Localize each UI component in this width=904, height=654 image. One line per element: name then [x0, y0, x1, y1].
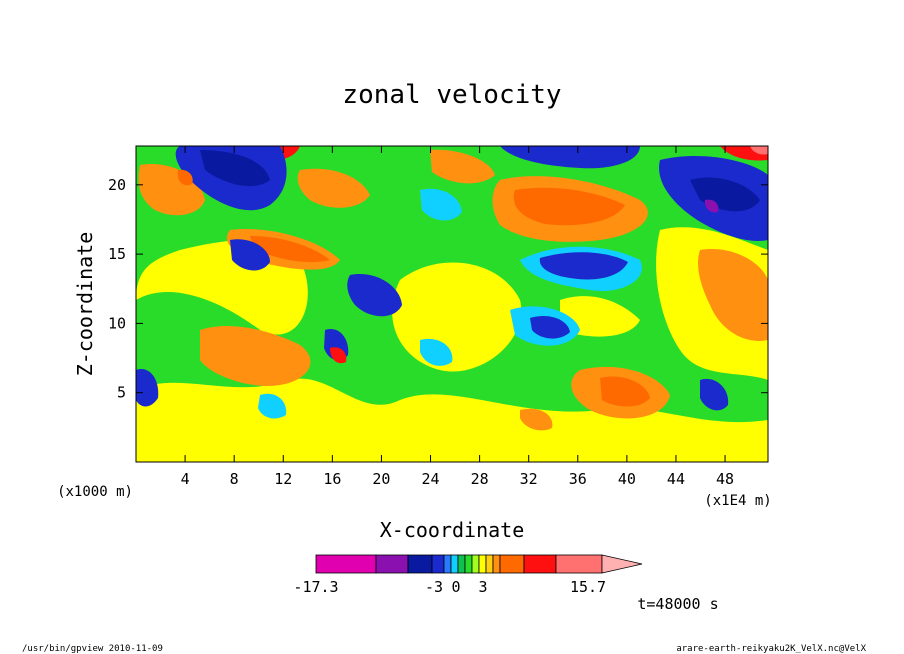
colorbar-label-0: -17.3: [293, 578, 338, 596]
colorbar-arrow: [601, 554, 643, 574]
colorbar-cell-9: [478, 554, 487, 574]
colorbar-cell-4: [443, 554, 452, 574]
colorbar-cell-8: [471, 554, 480, 574]
colorbar-label-2: 0: [451, 578, 460, 596]
x-tick-label-4: 20: [372, 470, 390, 488]
chart-title: zonal velocity: [342, 80, 561, 110]
x-tick-label-8: 36: [569, 470, 587, 488]
colorbar-cell-0: [315, 554, 377, 574]
x-axis-ticks: 4 8 12 16 20 24 28 32 36 40 44 48: [181, 146, 734, 488]
colorbar-cell-3: [431, 554, 445, 574]
colorbar-cell-1: [375, 554, 409, 574]
x-tick-label-2: 12: [274, 470, 292, 488]
x-unit-label: (x1000 m): [57, 484, 133, 500]
plot-frame: [135, 145, 769, 463]
x-tick-label-7: 32: [520, 470, 538, 488]
x-tick-label-11: 48: [716, 470, 734, 488]
x-tick-label-10: 44: [667, 470, 685, 488]
footer-left: /usr/bin/gpview 2010-11-09: [22, 644, 163, 654]
colorbar-label-3: 3: [478, 578, 487, 596]
colorbar-cell-2: [407, 554, 433, 574]
colorbar-cell-10: [485, 554, 494, 574]
y-axis-label: Z-coordinate: [73, 232, 97, 377]
colorbar-cell-7: [464, 554, 473, 574]
colorbar: [315, 554, 643, 574]
y-axis-ticks: 5 10 15 20: [108, 176, 768, 402]
y-tick-label-3: 20: [108, 176, 126, 194]
colorbar-cell-13: [523, 554, 557, 574]
time-annotation: t=48000 s: [637, 595, 718, 613]
x-scale-label: (x1E4 m): [704, 493, 771, 509]
colorbar-cell-14: [555, 554, 603, 574]
x-tick-label-1: 8: [230, 470, 239, 488]
y-tick-label-1: 10: [108, 314, 126, 332]
footer-right: arare-earth-reikyaku2K_VelX.nc@VelX: [676, 644, 866, 654]
y-tick-label-0: 5: [117, 384, 126, 402]
x-tick-label-3: 16: [323, 470, 341, 488]
colorbar-cell-5: [450, 554, 459, 574]
colorbar-cell-11: [492, 554, 501, 574]
x-tick-label-6: 28: [471, 470, 489, 488]
colorbar-labels: -17.3 -3 0 3 15.7: [293, 578, 606, 596]
x-tick-label-0: 4: [181, 470, 190, 488]
contour-field: [136, 146, 768, 462]
y-tick-label-2: 15: [108, 245, 126, 263]
x-axis-label: X-coordinate: [380, 518, 525, 542]
x-tick-label-5: 24: [421, 470, 439, 488]
x-tick-label-9: 40: [618, 470, 636, 488]
colorbar-label-1: -3: [425, 578, 443, 596]
colorbar-cell-6: [457, 554, 466, 574]
colorbar-label-4: 15.7: [570, 578, 606, 596]
colorbar-cell-12: [499, 554, 525, 574]
